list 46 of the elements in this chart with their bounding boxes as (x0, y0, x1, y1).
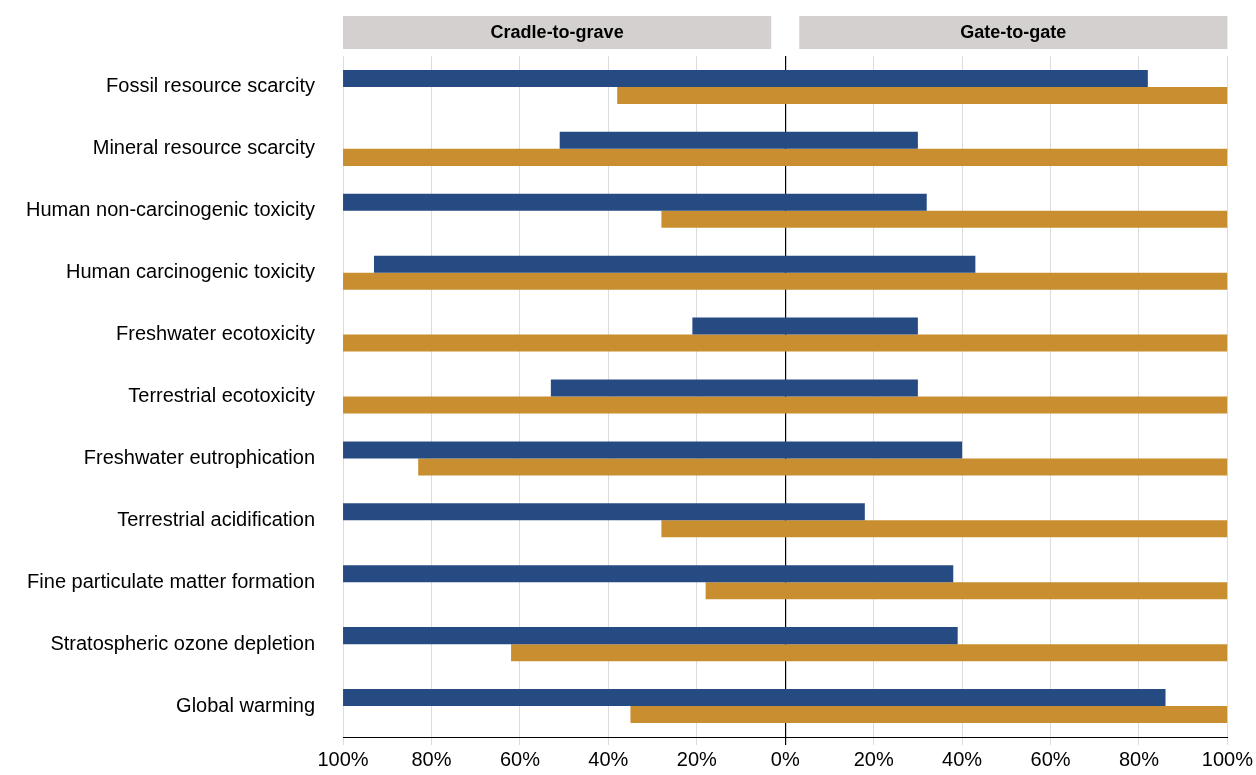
x-tick-label: 80% (1118, 747, 1160, 770)
x-tick-label: 60% (1030, 747, 1071, 770)
bar (559, 131, 918, 149)
x-tick-label: 20% (853, 747, 894, 770)
bar (343, 148, 1228, 166)
y-tick-label: Stratospheric ozone depletion (50, 631, 316, 654)
bar (343, 441, 963, 459)
bar (343, 565, 954, 583)
x-tick-label: 100% (1201, 747, 1254, 770)
bar (692, 317, 918, 335)
bar (511, 644, 1228, 662)
bar (705, 582, 1228, 600)
bar (630, 706, 1228, 724)
bar (343, 334, 1228, 352)
bar (550, 379, 918, 397)
bar (661, 210, 1228, 228)
bar (343, 193, 927, 211)
x-tick-label: 40% (588, 747, 629, 770)
y-tick-label: Freshwater eutrophication (83, 445, 316, 468)
x-tick-label: 80% (411, 747, 452, 770)
y-tick-label: Mineral resource scarcity (92, 136, 316, 159)
y-tick-label: Human non-carcinogenic toxicity (25, 198, 316, 221)
y-tick-label: Human carcinogenic toxicity (66, 260, 316, 283)
x-tick-label: 0% (770, 747, 800, 770)
bar (373, 255, 976, 273)
bar (343, 689, 1166, 707)
x-tick-label: 40% (942, 747, 983, 770)
x-tick-label: 60% (499, 747, 541, 770)
bar (343, 272, 1228, 290)
y-tick-label: Global warming (176, 693, 316, 716)
x-tick-label: 100% (317, 747, 369, 770)
bar (343, 69, 1148, 87)
text: Gate-to-gate (960, 21, 1067, 42)
y-tick-label: Terrestrial acidification (117, 507, 316, 530)
bar (343, 396, 1228, 414)
bar (661, 520, 1228, 538)
y-tick-label: Fossil resource scarcity (106, 74, 316, 97)
text: Cradle-to-grave (490, 21, 624, 42)
y-tick-label: Fine particulate matter formation (27, 569, 316, 592)
x-tick-label: 20% (676, 747, 718, 770)
y-tick-label: Terrestrial ecotoxicity (128, 384, 316, 407)
bar (343, 503, 865, 521)
y-tick-label: Freshwater ecotoxicity (116, 322, 316, 345)
bar (617, 86, 1228, 104)
bar (343, 627, 958, 645)
bar (418, 458, 1228, 476)
